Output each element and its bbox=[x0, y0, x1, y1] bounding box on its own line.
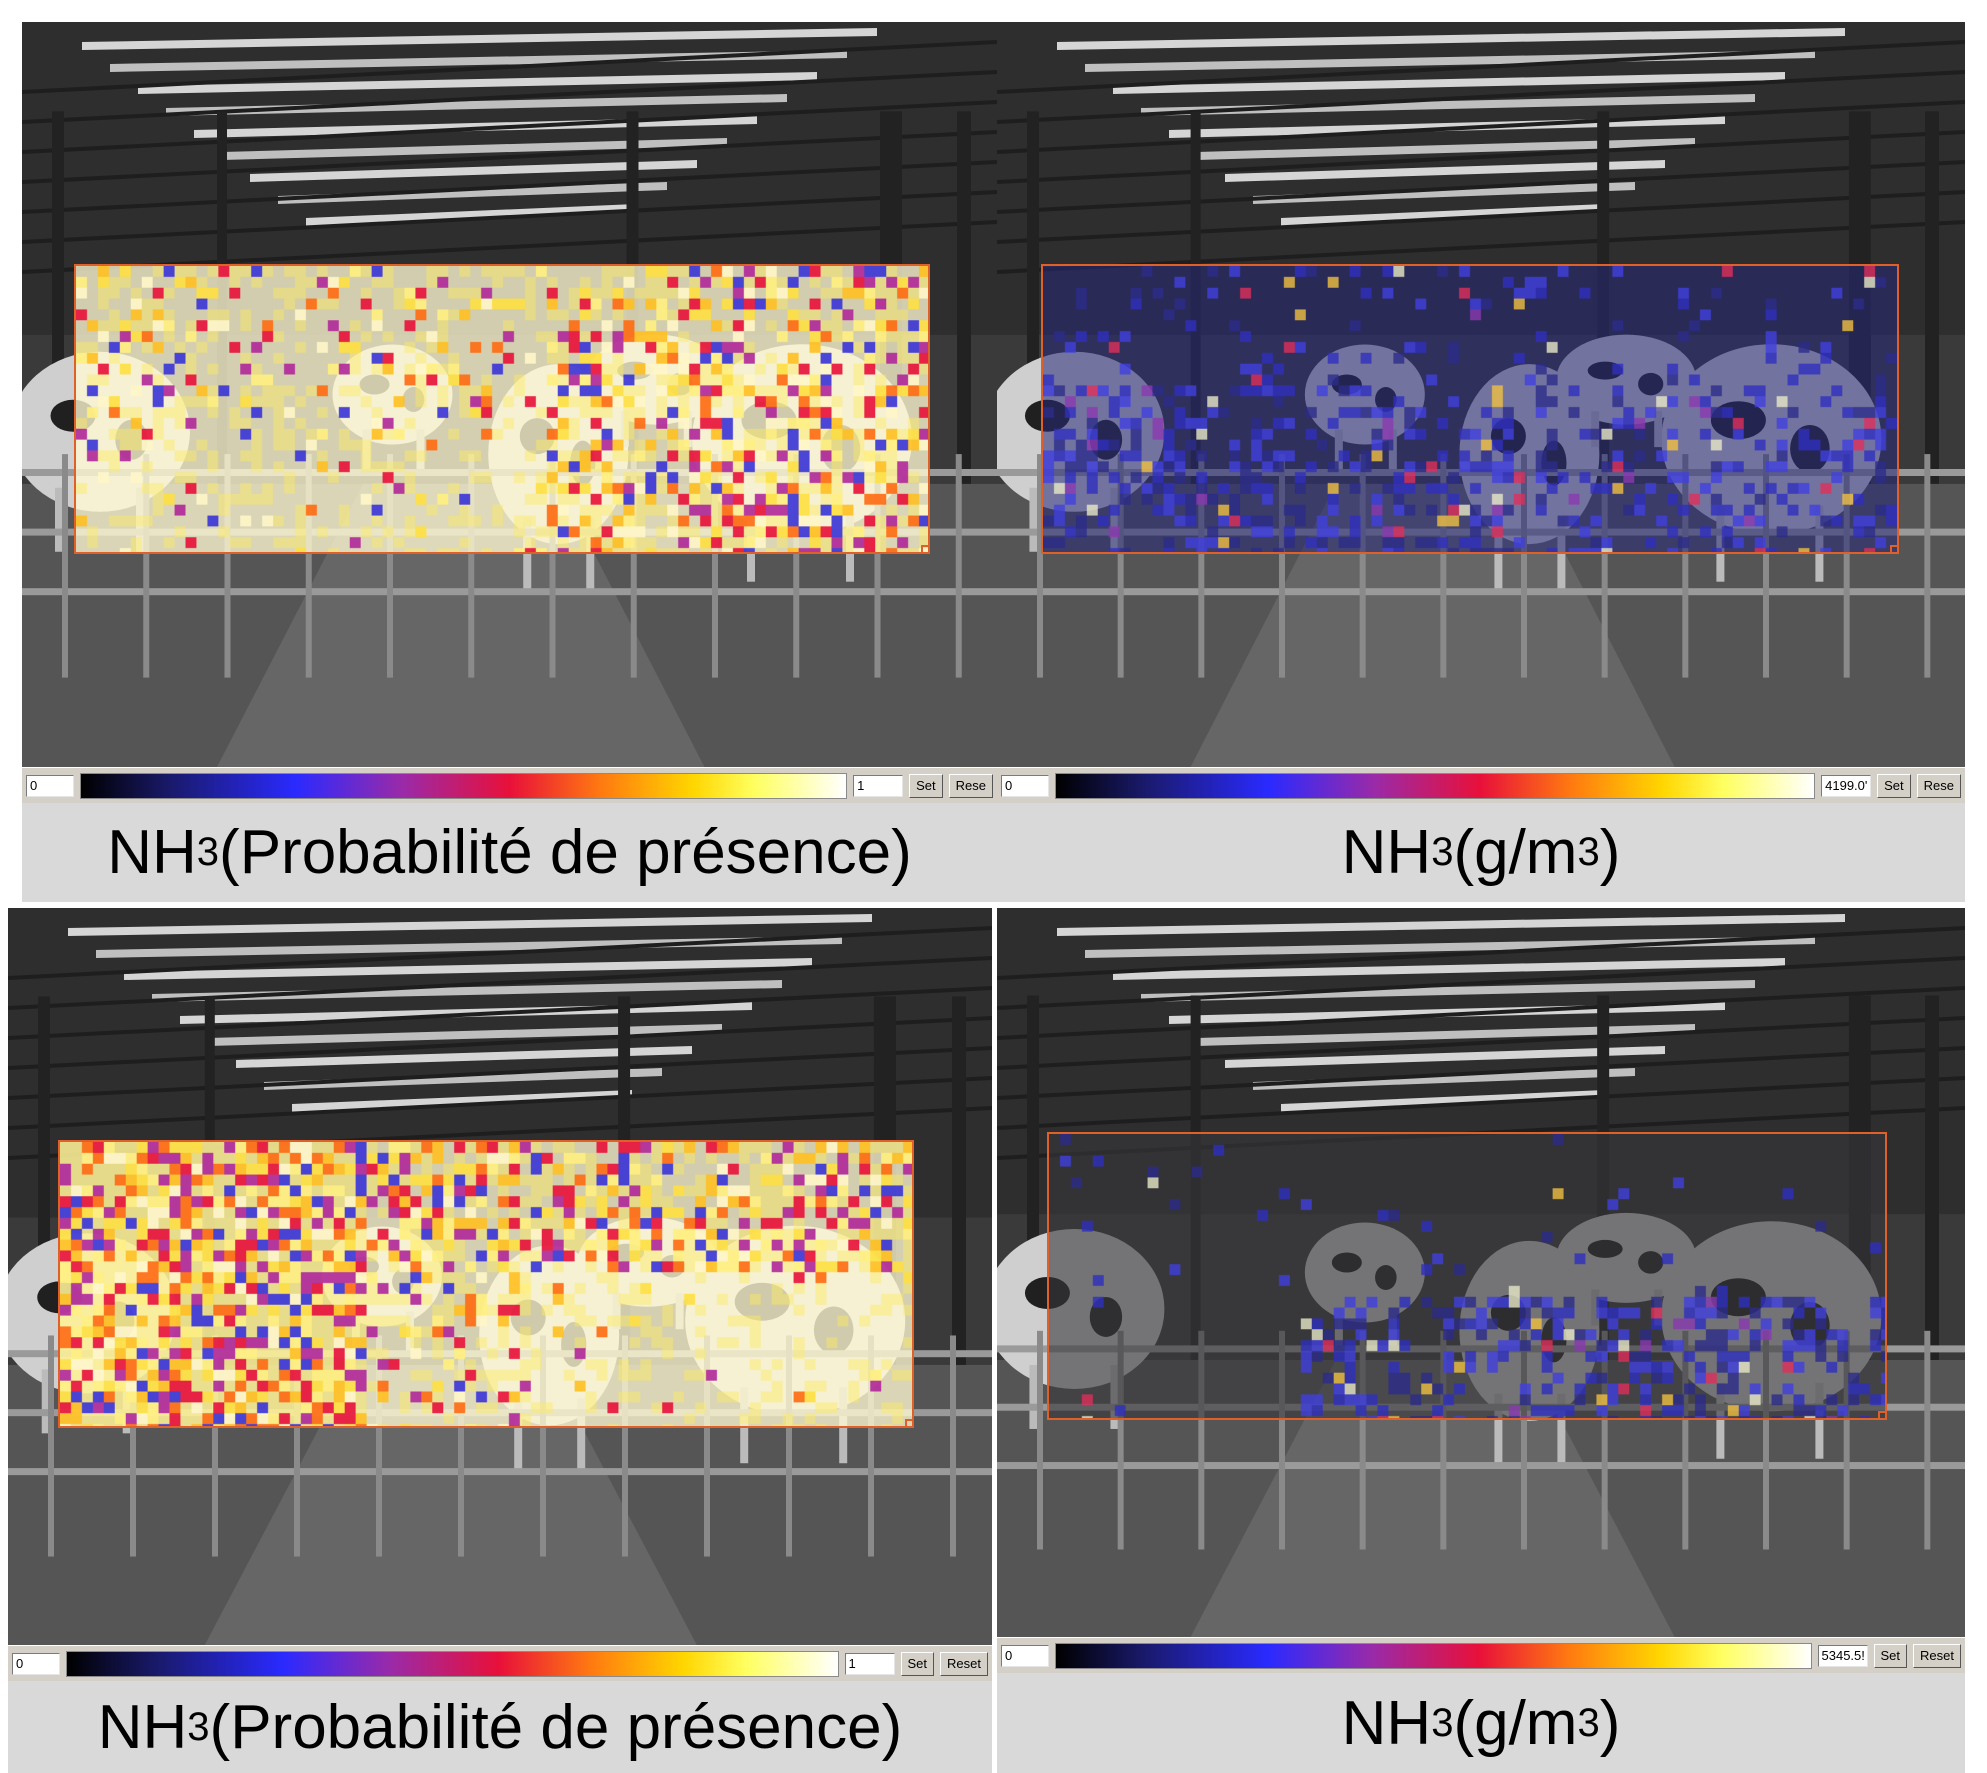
caption-species: NH bbox=[1341, 818, 1432, 887]
reset-button[interactable]: Rese bbox=[1916, 773, 1961, 798]
scale-max-field[interactable]: 5345.5! bbox=[1817, 1644, 1868, 1667]
resize-handle[interactable] bbox=[1878, 1411, 1887, 1420]
set-button[interactable]: Set bbox=[900, 1651, 935, 1676]
panel-caption: NH 3 (g/m 3) bbox=[997, 1673, 1965, 1773]
colorbar-toolbar: 0 1 Set Reset bbox=[8, 1645, 992, 1681]
caption-subscript: 3 bbox=[196, 830, 220, 874]
heatmap-canvas bbox=[1043, 266, 1897, 552]
scale-min-field[interactable]: 0 bbox=[26, 774, 74, 797]
caption-suffix: (Probabilité de présence) bbox=[219, 818, 912, 887]
caption-subscript: 3 bbox=[1431, 1700, 1454, 1745]
heatmap-canvas bbox=[76, 266, 928, 552]
colorbar-gradient bbox=[1055, 772, 1816, 799]
colorbar-gradient bbox=[1055, 1642, 1812, 1669]
reset-button[interactable]: Reset bbox=[1913, 1643, 1961, 1668]
camera-image bbox=[8, 908, 992, 1645]
detection-overlay[interactable] bbox=[1047, 1132, 1887, 1420]
scale-min-field[interactable]: 0 bbox=[1001, 1644, 1049, 1667]
camera-image bbox=[22, 22, 997, 767]
camera-image bbox=[997, 22, 1965, 767]
caption-subscript: 3 bbox=[187, 1704, 210, 1749]
colorbar-toolbar: 0 1 Set Rese bbox=[22, 767, 997, 803]
set-button[interactable]: Set bbox=[1873, 1643, 1908, 1668]
reset-button[interactable]: Reset bbox=[940, 1651, 988, 1676]
caption-species: NH bbox=[1341, 1688, 1432, 1758]
panel-caption: NH 3 (g/m 3) bbox=[997, 803, 1965, 902]
set-button[interactable]: Set bbox=[1877, 773, 1911, 798]
detection-overlay[interactable] bbox=[74, 264, 930, 554]
caption-close: ) bbox=[1599, 818, 1621, 887]
reset-button[interactable]: Rese bbox=[948, 773, 993, 798]
caption-suffix: (g/m bbox=[1453, 1688, 1578, 1758]
panel-bottom-right: 0 5345.5! Set Reset NH 3 (g/m 3) bbox=[997, 908, 1965, 1773]
panel-top-right: 0 4199.0' Set Rese NH 3 (g/m 3) bbox=[997, 22, 1965, 902]
scale-min-field[interactable]: 0 bbox=[1001, 774, 1049, 797]
panel-top-left: 0 1 Set Rese NH 3 (Probabilité de présenc… bbox=[22, 22, 997, 902]
caption-suffix: (Probabilité de présence) bbox=[209, 1692, 903, 1762]
caption-species: NH bbox=[107, 818, 197, 887]
colorbar-gradient bbox=[80, 772, 848, 799]
heatmap-canvas bbox=[60, 1142, 912, 1426]
caption-species: NH bbox=[97, 1692, 188, 1762]
caption-suffix: (g/m bbox=[1453, 818, 1578, 887]
colorbar-gradient bbox=[66, 1650, 839, 1677]
set-button[interactable]: Set bbox=[909, 773, 943, 798]
scale-min-field[interactable]: 0 bbox=[12, 1652, 60, 1675]
detection-overlay[interactable] bbox=[1041, 264, 1899, 554]
caption-close: ) bbox=[1599, 1688, 1621, 1758]
resize-handle[interactable] bbox=[921, 545, 930, 554]
colorbar-toolbar: 0 4199.0' Set Rese bbox=[997, 767, 1965, 803]
scale-max-field[interactable]: 1 bbox=[844, 1652, 895, 1675]
panel-caption: NH 3 (Probabilité de présence) bbox=[22, 803, 997, 902]
detection-overlay[interactable] bbox=[58, 1140, 914, 1428]
heatmap-canvas bbox=[1049, 1134, 1885, 1418]
caption-subscript: 3 bbox=[1431, 830, 1454, 874]
resize-handle[interactable] bbox=[1890, 545, 1899, 554]
panel-bottom-left: 0 1 Set Reset NH 3 (Probabilité de présen… bbox=[8, 908, 992, 1773]
colorbar-toolbar: 0 5345.5! Set Reset bbox=[997, 1637, 1965, 1673]
caption-superscript: 3 bbox=[1577, 1700, 1600, 1745]
resize-handle[interactable] bbox=[905, 1419, 914, 1428]
camera-image bbox=[997, 908, 1965, 1637]
panel-caption: NH 3 (Probabilité de présence) bbox=[8, 1681, 992, 1773]
caption-superscript: 3 bbox=[1577, 830, 1600, 874]
scale-max-field[interactable]: 4199.0' bbox=[1821, 774, 1872, 797]
scale-max-field[interactable]: 1 bbox=[853, 774, 904, 797]
